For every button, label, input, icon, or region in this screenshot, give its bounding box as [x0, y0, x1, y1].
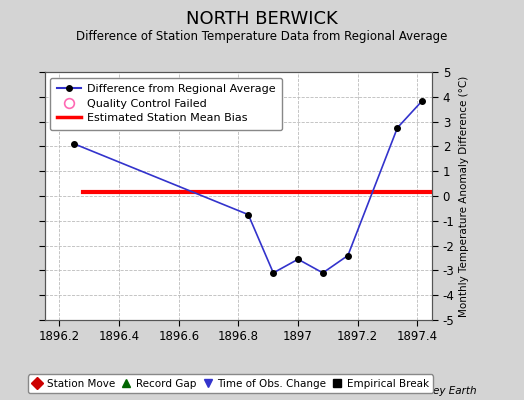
Text: NORTH BERWICK: NORTH BERWICK — [186, 10, 338, 28]
Legend: Station Move, Record Gap, Time of Obs. Change, Empirical Break: Station Move, Record Gap, Time of Obs. C… — [28, 374, 433, 393]
Legend: Difference from Regional Average, Quality Control Failed, Estimated Station Mean: Difference from Regional Average, Qualit… — [50, 78, 282, 130]
Text: Difference of Station Temperature Data from Regional Average: Difference of Station Temperature Data f… — [77, 30, 447, 43]
Y-axis label: Monthly Temperature Anomaly Difference (°C): Monthly Temperature Anomaly Difference (… — [458, 75, 469, 317]
Text: Berkeley Earth: Berkeley Earth — [400, 386, 477, 396]
